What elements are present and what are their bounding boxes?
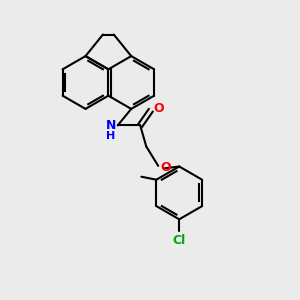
Text: Cl: Cl [172, 234, 186, 247]
Text: O: O [153, 102, 164, 116]
Text: O: O [160, 161, 171, 174]
Text: H: H [106, 131, 115, 141]
Text: N: N [106, 119, 116, 132]
